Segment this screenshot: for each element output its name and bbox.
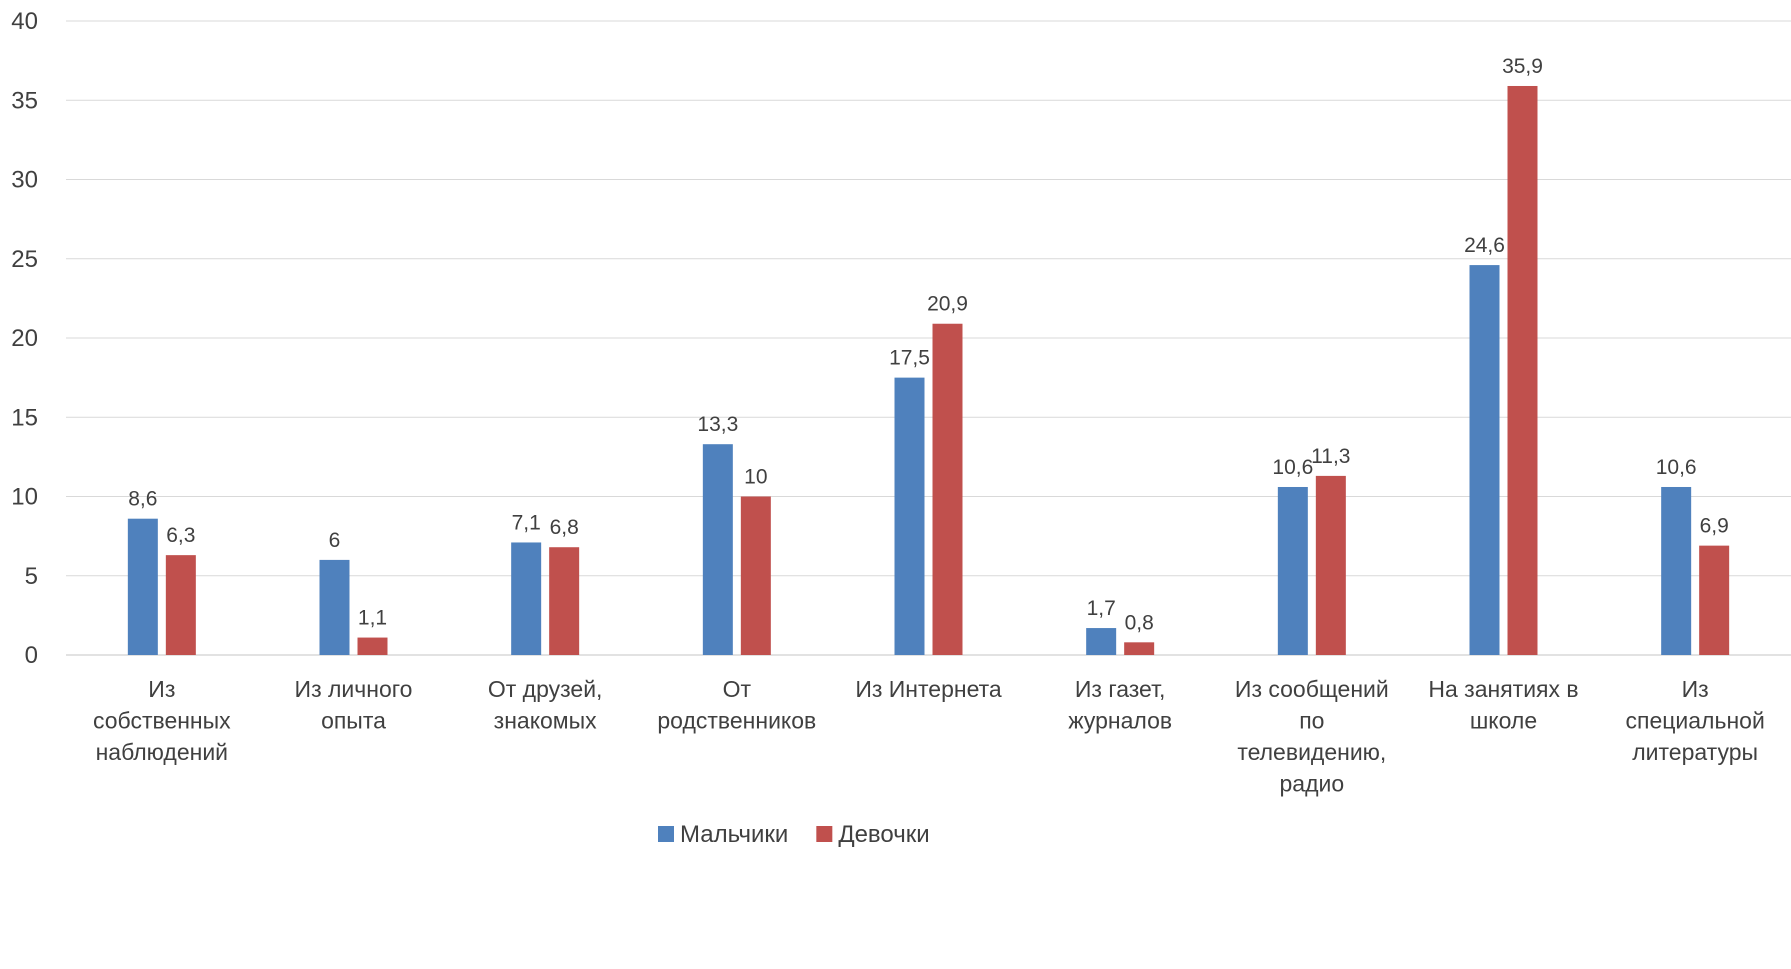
data-label: 8,6 — [128, 488, 157, 511]
data-label: 1,7 — [1087, 597, 1116, 620]
bar-boys — [894, 377, 925, 655]
bar-girls — [165, 555, 196, 655]
bar-girls — [932, 323, 963, 655]
category-label: Из собственных наблюдений — [93, 676, 231, 765]
y-tick-label: 40 — [11, 8, 38, 35]
bar-girls — [740, 496, 771, 655]
legend-swatch-girls — [816, 826, 833, 842]
data-label: 35,9 — [1502, 55, 1543, 78]
category-label: Из Интернета — [855, 676, 1002, 702]
data-label: 13,3 — [697, 413, 738, 436]
bar-boys — [1086, 628, 1117, 655]
y-tick-label: 0 — [25, 642, 38, 669]
data-label: 7,1 — [512, 511, 541, 534]
y-tick-label: 15 — [11, 404, 38, 431]
data-label: 6,9 — [1700, 515, 1729, 538]
bar-boys — [1469, 265, 1500, 655]
gridlines — [66, 20, 1791, 656]
data-label: 1,1 — [358, 607, 387, 630]
legend: Мальчики Девочки — [658, 821, 930, 848]
y-tick-label: 25 — [11, 246, 38, 273]
category-label: Из сообщений по телевидению, радио — [1235, 676, 1389, 797]
category-label: От родственников — [657, 676, 816, 734]
bar-boys — [702, 444, 733, 655]
data-label: 10 — [744, 466, 767, 489]
bar-girls — [1124, 642, 1155, 655]
data-label: 10,6 — [1272, 456, 1313, 479]
data-label: 10,6 — [1656, 456, 1697, 479]
bar-girls — [1507, 85, 1538, 656]
bar-girls — [549, 547, 580, 655]
data-label: 20,9 — [927, 293, 968, 316]
bars — [127, 85, 1730, 656]
bar-boys — [127, 518, 158, 655]
y-tick-label: 30 — [11, 167, 38, 194]
bar-boys — [319, 559, 350, 655]
bar-boys — [1661, 486, 1692, 655]
data-label: 11,3 — [1311, 445, 1350, 468]
legend-swatch-boys — [658, 826, 674, 842]
y-tick-label: 20 — [11, 325, 38, 352]
y-tick-label: 10 — [11, 484, 38, 511]
bar-girls — [1699, 545, 1730, 655]
data-label: 6,3 — [166, 524, 195, 547]
category-label: Из газет, журналов — [1068, 676, 1172, 734]
bar-boys — [1277, 486, 1308, 655]
category-label: Из специальной литературы — [1626, 676, 1765, 765]
data-label: 24,6 — [1464, 234, 1505, 257]
data-label: 0,8 — [1125, 611, 1154, 634]
category-label: Из личного опыта — [295, 676, 413, 734]
x-axis: Из собственных наблюдений Из личного опыта От… — [93, 676, 1765, 797]
category-label: От друзей, знакомых — [488, 676, 603, 734]
data-label: 6,8 — [550, 516, 579, 539]
category-label: На занятиях в школе — [1428, 676, 1578, 734]
bar-boys — [511, 542, 542, 655]
bar-girls — [1315, 475, 1346, 655]
bar-girls — [357, 637, 388, 655]
data-label: 6 — [329, 529, 341, 552]
legend-label-boys: Мальчики — [680, 821, 788, 848]
data-label: 17,5 — [889, 347, 930, 370]
y-tick-label: 35 — [11, 87, 38, 114]
y-tick-label: 5 — [25, 563, 38, 590]
y-axis: 0 5 10 15 20 25 30 35 40 — [11, 8, 38, 669]
data-labels: 8,6 6,3 6 1,1 7,1 6,8 13,3 10 17,5 20,9 1,7 0,8 10,6… — [128, 55, 1729, 634]
legend-label-girls: Девочки — [838, 821, 929, 848]
